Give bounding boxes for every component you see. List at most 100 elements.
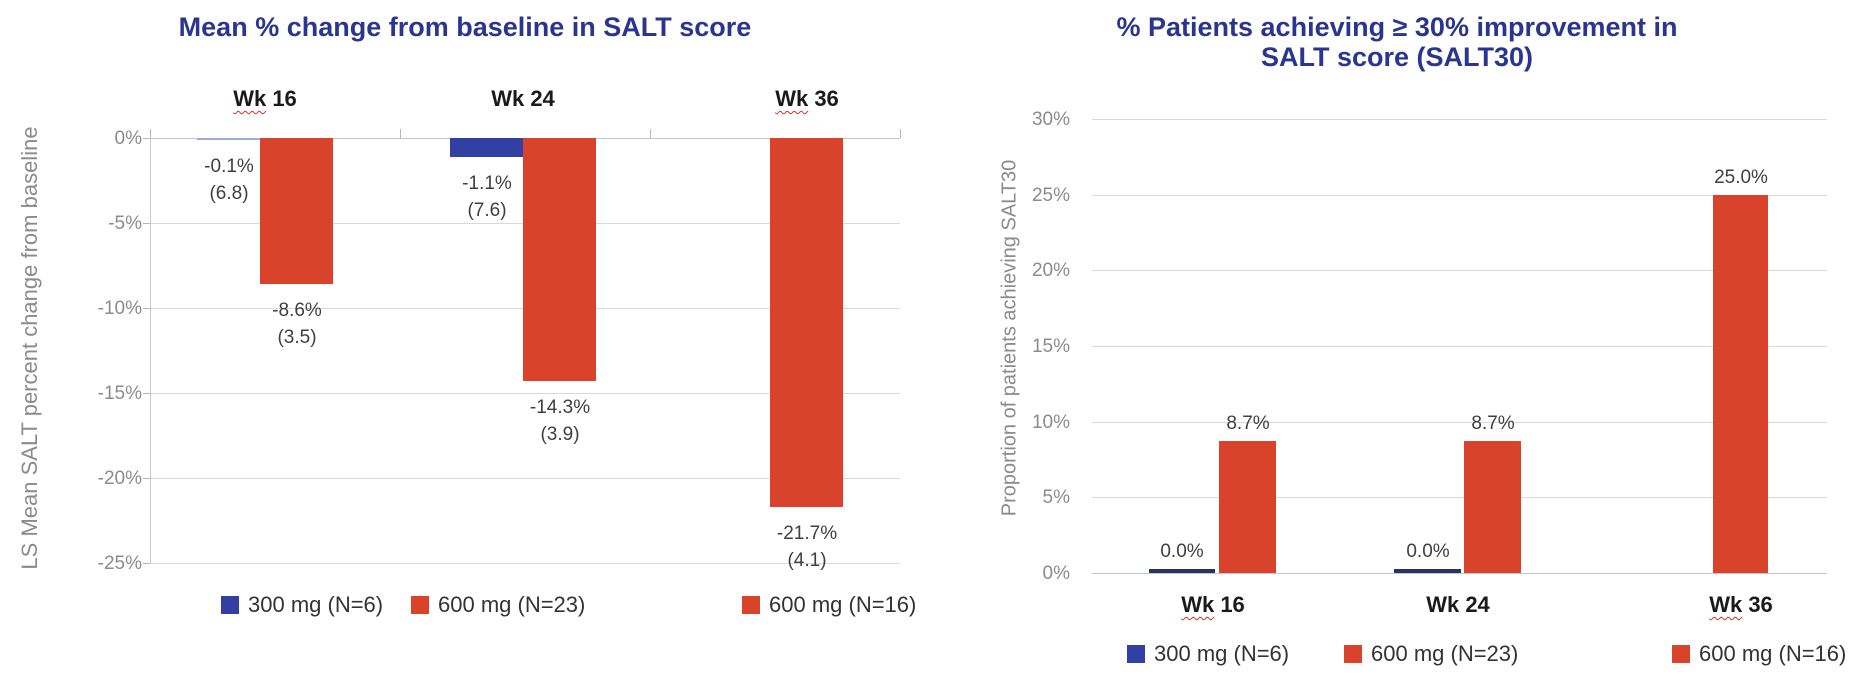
- legend-label: 600 mg (N=23): [1371, 641, 1519, 666]
- category-word: Wk: [491, 86, 525, 111]
- gridline-20%: [1092, 270, 1827, 271]
- legend-item-300-mg-N-6-: 300 mg (N=6): [1127, 641, 1290, 666]
- gridline-15%: [1092, 346, 1827, 347]
- legend-label: 300 mg (N=6): [1154, 641, 1290, 666]
- bar-value-line: -8.6%: [272, 300, 322, 321]
- legend-label: 300 mg (N=6): [248, 592, 384, 617]
- bar-600-mg-N-23--Wk-16: [260, 138, 333, 284]
- axis-tick-stub: [143, 308, 150, 309]
- legend-item-600-mg-N-16-: 600 mg (N=16): [1672, 641, 1847, 666]
- legend-label: 600 mg (N=23): [438, 592, 586, 617]
- category-label-Wk-16: Wk 16: [233, 86, 297, 111]
- bar-600-mg-N-23--Wk-24: [523, 138, 596, 381]
- bar-300-mg-N-6--Wk-24: [450, 138, 523, 157]
- bar-value-label: 0.0%: [1102, 541, 1262, 562]
- axis-tick-stub: [143, 478, 150, 479]
- gridline-25%: [1092, 195, 1827, 196]
- legend-swatch: [1344, 645, 1362, 663]
- y-tick-label: 15%: [1031, 336, 1070, 357]
- category-label-Wk-24: Wk 24: [1426, 592, 1490, 617]
- y-tick-label: 30%: [1031, 109, 1070, 130]
- gridline--20%: [150, 478, 900, 479]
- bar-value-line: (3.5): [277, 327, 317, 348]
- gridline-0%: [1092, 573, 1827, 574]
- bar-value-line: (3.9): [540, 424, 580, 445]
- gridline-10%: [1092, 422, 1827, 423]
- category-label-Wk-36: Wk 36: [1709, 592, 1773, 617]
- y-tick-label: 0%: [114, 128, 142, 149]
- axis-tick-stub: [143, 393, 150, 394]
- category-boundary-tick: [650, 129, 651, 138]
- bar-value-label: 8.7%: [1413, 413, 1573, 434]
- legend-item-600-mg-N-16-: 600 mg (N=16): [742, 592, 917, 617]
- legend-swatch: [1672, 645, 1690, 663]
- category-word: Wk: [1181, 592, 1215, 617]
- bar-value-label: -21.7% (4.1): [727, 520, 887, 574]
- y-tick-label: -25%: [97, 553, 142, 574]
- bar-value-label: -14.3% (3.9): [480, 394, 640, 448]
- category-label-Wk-24: Wk 24: [491, 86, 555, 111]
- category-word: Wk: [1709, 592, 1743, 617]
- category-word: Wk: [233, 86, 267, 111]
- bar-value-label: -1.1% (7.6): [407, 170, 567, 224]
- gridline--15%: [150, 393, 900, 394]
- bar-value-line: 25.0%: [1714, 167, 1768, 188]
- bar-value-line: -14.3%: [529, 397, 591, 418]
- bar-value-line: (6.8): [209, 183, 249, 204]
- bar-value-line: 0.0%: [1160, 541, 1204, 562]
- bar-value-label: 0.0%: [1348, 541, 1508, 562]
- bar-300-mg-N-6--Wk-16: [197, 138, 260, 140]
- y-tick-label: 0%: [1042, 563, 1070, 584]
- legend-item-300-mg-N-6-: 300 mg (N=6): [221, 592, 384, 617]
- legend-item-600-mg-N-23-: 600 mg (N=23): [411, 592, 586, 617]
- y-tick-label: 20%: [1031, 260, 1070, 281]
- bar-300-mg-N-6--Wk-16: [1149, 569, 1215, 573]
- legend-label: 600 mg (N=16): [1699, 641, 1847, 666]
- axis-tick-stub: [143, 138, 150, 139]
- category-boundary-tick: [400, 129, 401, 138]
- bar-value-line: -1.1%: [462, 173, 512, 194]
- y-tick-label: 5%: [1042, 487, 1070, 508]
- legend-swatch: [411, 596, 429, 614]
- bar-value-line: (7.6): [467, 200, 507, 221]
- legend-swatch: [1127, 645, 1145, 663]
- bar-600-mg-N-23--Wk-24: [1464, 441, 1521, 573]
- bar-value-line: (4.1): [787, 550, 827, 571]
- category-word: Wk: [1426, 592, 1460, 617]
- bar-600-mg-N-23--Wk-16: [1219, 441, 1276, 573]
- bar-value-line: 8.7%: [1226, 413, 1270, 434]
- bar-value-line: 8.7%: [1471, 413, 1515, 434]
- chart-title-text: Mean % change from baseline in SALT scor…: [178, 12, 752, 42]
- y-tick-label: -10%: [97, 298, 142, 319]
- chart-title: % Patients achieving ≥ 30% improvement i…: [930, 12, 1864, 72]
- bar-value-label: 8.7%: [1168, 413, 1328, 434]
- category-label-Wk-16: Wk 16: [1181, 592, 1245, 617]
- category-boundary-tick: [900, 129, 901, 138]
- gridline-30%: [1092, 119, 1827, 120]
- bar-value-line: -21.7%: [776, 523, 838, 544]
- bar-value-label: -0.1% (6.8): [149, 153, 309, 207]
- bar-600-mg-N-16--Wk-36: [770, 138, 843, 507]
- y-tick-label: 10%: [1031, 412, 1070, 433]
- y-tick-label: -20%: [97, 468, 142, 489]
- y-tick-label: -15%: [97, 383, 142, 404]
- bar-value-label: -8.6% (3.5): [217, 297, 377, 351]
- bar-600-mg-N-16--Wk-36: [1713, 195, 1768, 573]
- gridline--25%: [150, 563, 900, 564]
- bar-value-line: 0.0%: [1406, 541, 1450, 562]
- bar-300-mg-N-6--Wk-24: [1394, 569, 1461, 573]
- legend-item-600-mg-N-23-: 600 mg (N=23): [1344, 641, 1519, 666]
- gridline-5%: [1092, 497, 1827, 498]
- y-axis-line: [150, 138, 151, 563]
- chart-title-text: % Patients achieving ≥ 30% improvement i…: [1116, 12, 1678, 72]
- category-word: Wk: [775, 86, 809, 111]
- axis-tick-stub: [143, 223, 150, 224]
- legend-label: 600 mg (N=16): [769, 592, 917, 617]
- category-label-Wk-36: Wk 36: [775, 86, 839, 111]
- legend-swatch: [742, 596, 760, 614]
- legend-swatch: [221, 596, 239, 614]
- y-tick-label: -5%: [108, 213, 142, 234]
- y-tick-label: 25%: [1031, 185, 1070, 206]
